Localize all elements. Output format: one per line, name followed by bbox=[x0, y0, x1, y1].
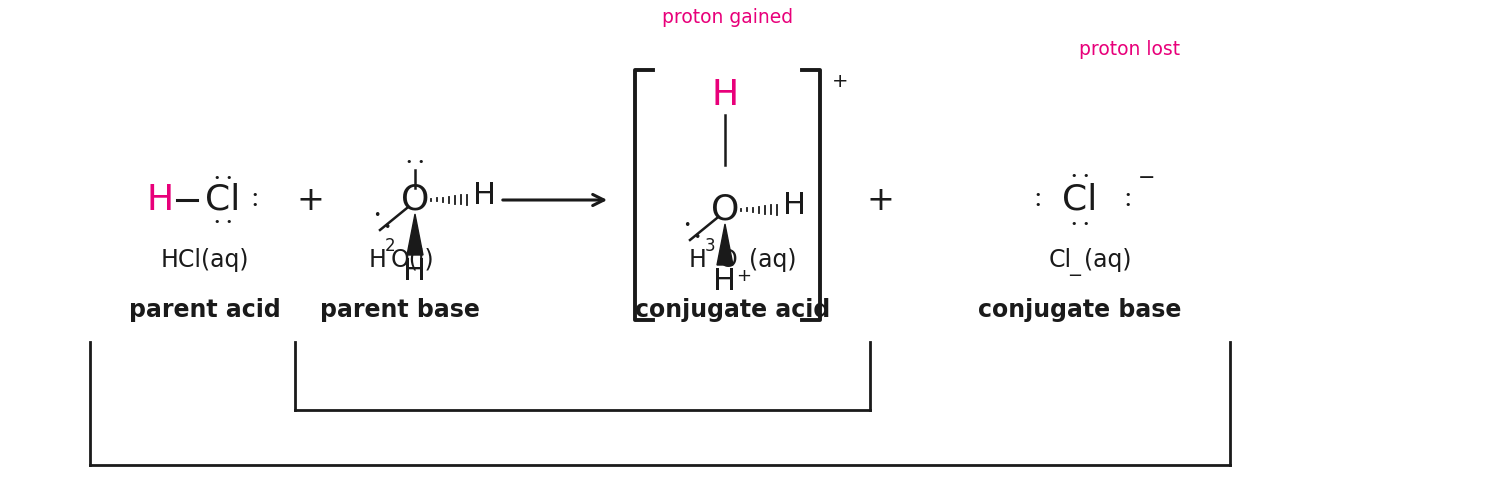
Text: Cl: Cl bbox=[1062, 183, 1098, 217]
Text: H: H bbox=[714, 267, 736, 296]
Text: +: + bbox=[833, 72, 849, 91]
Text: •: • bbox=[252, 190, 258, 200]
Text: H: H bbox=[369, 248, 387, 272]
Text: •: • bbox=[693, 231, 700, 244]
Text: proton lost: proton lost bbox=[1080, 40, 1180, 59]
Text: 3: 3 bbox=[705, 237, 716, 255]
Text: H: H bbox=[147, 183, 174, 217]
Text: (aq): (aq) bbox=[1084, 248, 1131, 272]
Text: proton gained: proton gained bbox=[662, 8, 794, 28]
Text: •: • bbox=[405, 157, 412, 167]
Text: O: O bbox=[718, 248, 738, 272]
Text: H: H bbox=[688, 248, 706, 272]
Text: •: • bbox=[1035, 200, 1041, 210]
Text: •: • bbox=[1083, 171, 1089, 181]
Text: •: • bbox=[1035, 190, 1041, 200]
Text: 2: 2 bbox=[384, 237, 396, 255]
Text: •: • bbox=[225, 217, 232, 227]
Text: •: • bbox=[252, 200, 258, 210]
Text: parent base: parent base bbox=[320, 298, 480, 322]
Text: •: • bbox=[1125, 190, 1131, 200]
Text: Cl: Cl bbox=[1048, 248, 1071, 272]
Text: conjugate base: conjugate base bbox=[978, 298, 1182, 322]
Text: O: O bbox=[400, 183, 429, 217]
Text: •: • bbox=[213, 173, 220, 183]
Text: •: • bbox=[1083, 219, 1089, 229]
Text: •: • bbox=[684, 219, 690, 231]
Text: •: • bbox=[213, 217, 220, 227]
Text: •: • bbox=[374, 208, 381, 222]
Text: Cl: Cl bbox=[206, 183, 240, 217]
Polygon shape bbox=[717, 224, 734, 265]
Text: H: H bbox=[474, 180, 496, 209]
Text: •: • bbox=[225, 173, 232, 183]
Text: O: O bbox=[711, 193, 740, 227]
Text: (aq): (aq) bbox=[750, 248, 796, 272]
Text: conjugate acid: conjugate acid bbox=[636, 298, 831, 322]
Text: O(l): O(l) bbox=[390, 248, 433, 272]
Text: •: • bbox=[1125, 200, 1131, 210]
Text: H: H bbox=[783, 191, 807, 220]
Text: •: • bbox=[1071, 219, 1077, 229]
Text: H: H bbox=[404, 258, 426, 287]
Text: −: − bbox=[1068, 267, 1083, 285]
Text: parent acid: parent acid bbox=[129, 298, 280, 322]
Text: −: − bbox=[1138, 168, 1155, 188]
Text: •: • bbox=[1071, 171, 1077, 181]
Text: •: • bbox=[384, 222, 390, 235]
Text: •: • bbox=[417, 157, 424, 167]
Text: +: + bbox=[736, 267, 752, 285]
Text: +: + bbox=[865, 184, 894, 216]
Polygon shape bbox=[406, 214, 423, 255]
Text: HCl(aq): HCl(aq) bbox=[160, 248, 249, 272]
Text: +: + bbox=[296, 184, 324, 216]
Text: H: H bbox=[711, 78, 738, 112]
